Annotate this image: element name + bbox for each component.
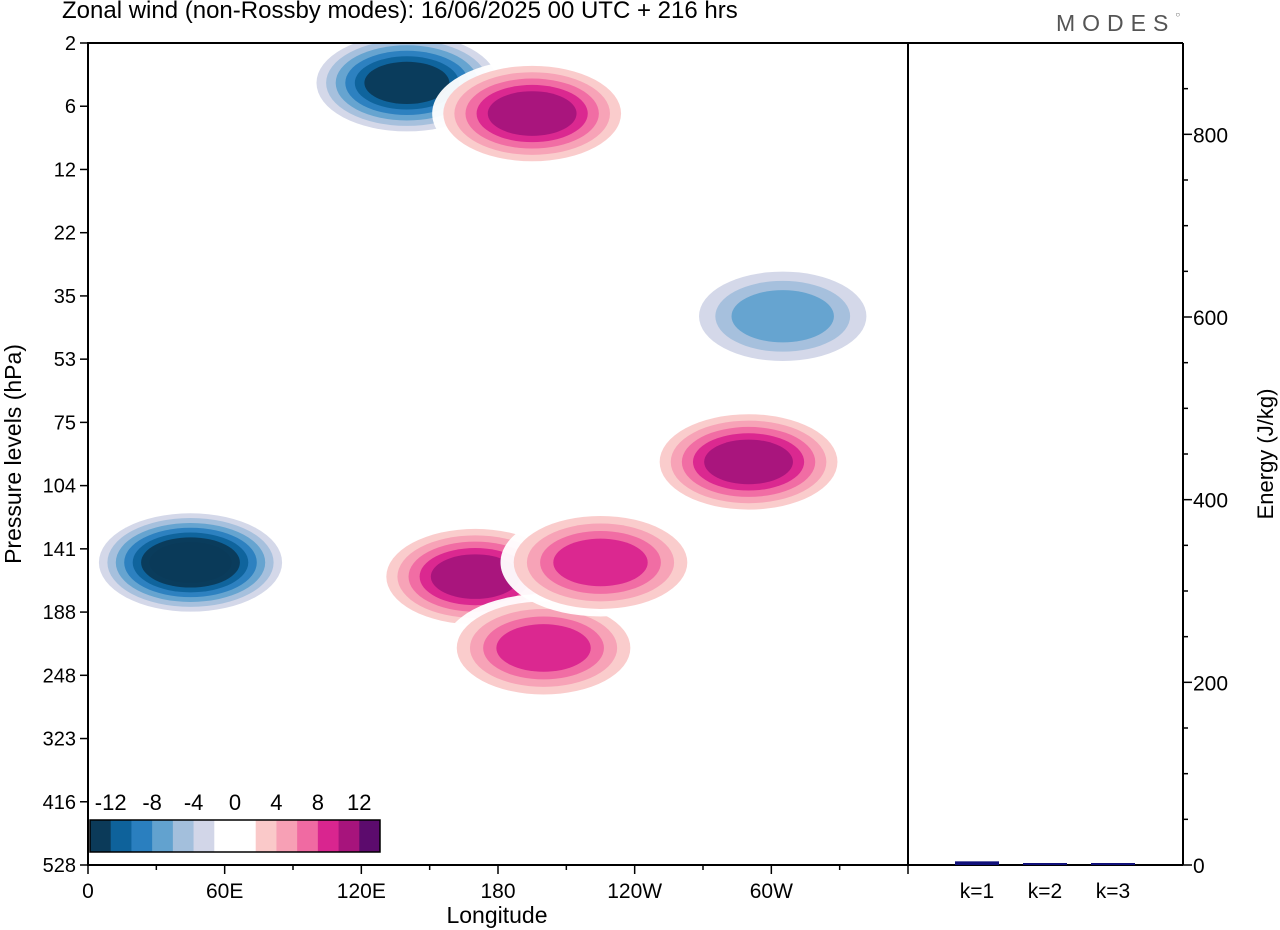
logo-text: MODES [1056,10,1176,36]
x-axis-label: Longitude [446,902,547,928]
y-tick-label: 75 [54,412,76,434]
y-tick-label: 22 [54,223,76,245]
colorbar-swatch [317,820,339,852]
colorbar-swatch [255,820,277,852]
energy-category-label: k=3 [1096,880,1130,903]
positive-135W-150hPa [500,508,701,617]
y-tick-label: 416 [43,792,76,814]
y-tick-label: 6 [65,96,76,118]
energy-panel: 0 200 400 600 800 k=1 k=2 k=3 [908,42,1228,903]
y-axis: 2 6 12 22 35 53 75 104 141 188 248 323 416 528 [43,33,88,877]
colorbar-label: 8 [312,790,324,815]
y-axis-label: Pressure levels (hPa) [0,344,26,564]
energy-category-label: k=2 [1028,880,1062,903]
y-tick-label: 2 [65,33,76,55]
energy-bar [1023,863,1067,865]
colorbar-label: 4 [270,790,282,815]
x-axis: 0 60E 120E 180 120W 60W [82,865,909,903]
colorbar-swatch [276,820,298,852]
colorbar-swatch [193,820,215,852]
wind-field [90,43,883,702]
positive-160W-6hPa [432,59,633,168]
y-tick-label: 248 [43,665,76,687]
colorbar-label: 12 [347,790,371,815]
positive-160W-200hPa [443,593,644,702]
colorbar-swatch [235,820,257,852]
y-tick-label: 188 [43,602,76,624]
x-tick-label: 120E [337,880,386,903]
colorbar-label: -12 [95,790,127,815]
logo-mark: ○ [1175,10,1181,19]
y-tick-label: 53 [54,349,76,371]
contour-band [553,538,648,587]
colorbar-swatch [110,820,132,852]
contour-band [487,91,577,136]
energy-bar [955,861,999,865]
energy-bar [1091,863,1135,865]
energy-tick-label: 600 [1193,307,1228,330]
energy-tick-label: 200 [1193,672,1228,695]
y-tick-label: 323 [43,729,76,751]
negative-55W-40hPa [682,262,883,371]
colorbar-swatch [359,820,381,852]
energy-tick-label: 0 [1193,855,1205,878]
y-tick-label: 141 [43,539,76,561]
contour-band [496,624,591,672]
energy-tick-label: 400 [1193,490,1228,513]
contour-band [704,439,793,485]
y-tick-label: 12 [54,159,76,181]
colorbar-swatch [90,820,112,852]
colorbar-swatch [338,820,360,852]
x-tick-label: 180 [480,880,515,903]
energy-category-label: k=1 [960,880,994,903]
colorbar-label: 0 [229,790,241,815]
colorbar-swatch [152,820,174,852]
energy-tick-label: 800 [1193,124,1228,147]
colorbar-frame [89,819,381,853]
contour-band [149,542,232,583]
colorbar-swatch [172,820,194,852]
colorbar-swatch [131,820,153,852]
colorbar-swatch [297,820,319,852]
colorbar-label: -8 [142,790,162,815]
positive-70W-90hPa [648,407,849,516]
colorbar-legend: -12 -8 -4 0 4 8 12 [89,790,381,853]
colorbar-label: -4 [184,790,204,815]
colorbar-swatch [214,820,236,852]
x-tick-label: 0 [82,880,94,903]
contour-band [731,290,834,343]
y-tick-label: 528 [43,855,76,877]
y-tick-label: 35 [54,286,76,308]
y-tick-label: 104 [43,476,76,498]
x-tick-label: 120W [607,880,662,903]
x-tick-label: 60W [750,880,793,903]
modes-logo: MODES○ [1056,10,1180,37]
contour-band [364,61,450,104]
x-tick-label: 60E [206,880,243,903]
energy-axis-label: Energy (J/kg) [1253,389,1278,520]
chart-title: Zonal wind (non-Rossby modes): 16/06/202… [62,0,738,24]
contour-band [430,554,520,599]
negative-core-141hPa [90,508,291,617]
